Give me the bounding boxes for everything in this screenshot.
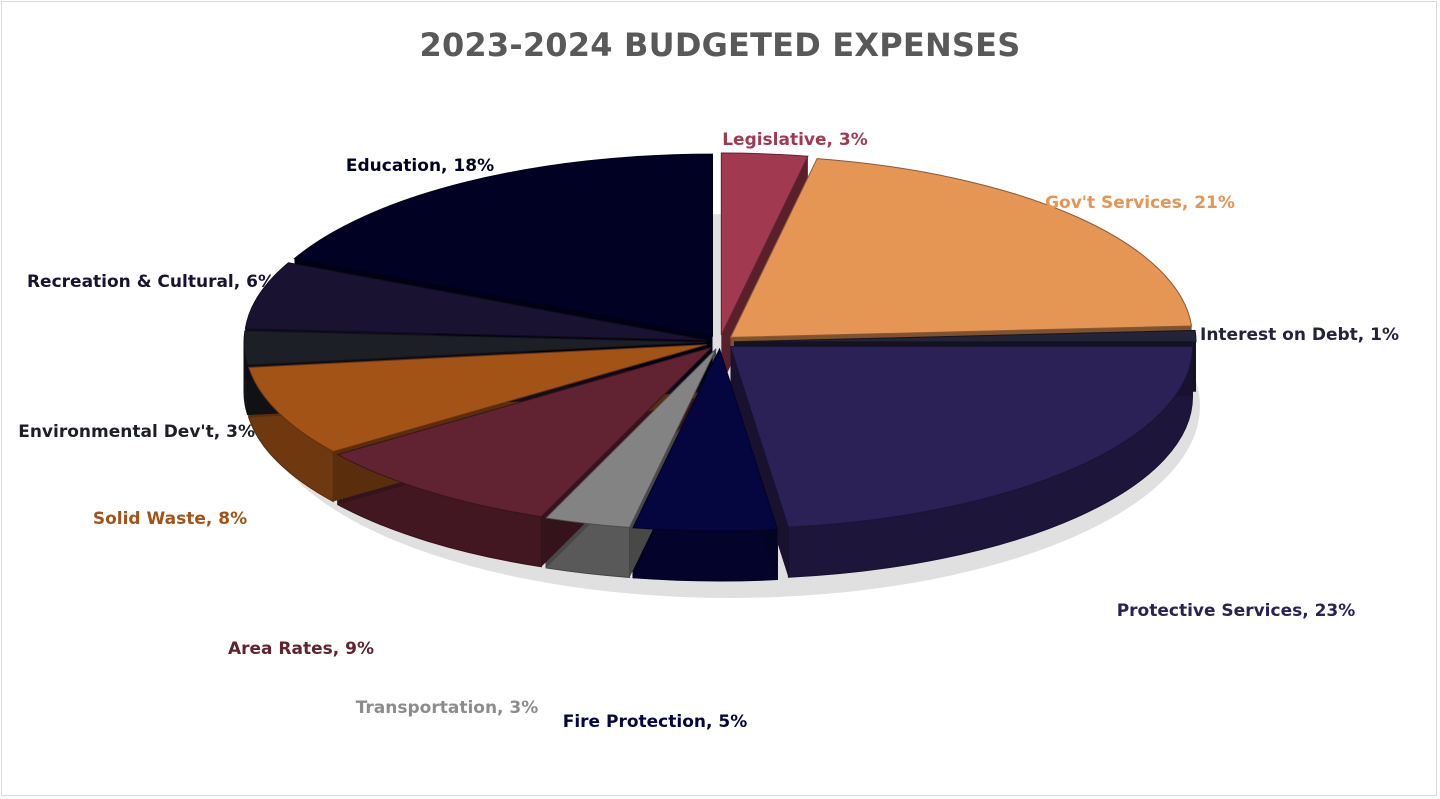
data-label-gov-t-services: Gov't Services, 21% bbox=[1045, 193, 1235, 213]
pie-tops bbox=[243, 152, 1197, 532]
data-label-fire-protection: Fire Protection, 5% bbox=[563, 712, 748, 732]
slice-area-rates bbox=[336, 347, 712, 518]
data-label-solid-waste: Solid Waste, 8% bbox=[93, 509, 247, 529]
data-label-transportation: Transportation, 3% bbox=[356, 698, 539, 718]
slice-education bbox=[293, 153, 713, 337]
slice-legislative bbox=[720, 152, 809, 336]
chart-title: 2023-2024 BUDGETED EXPENSES bbox=[419, 26, 1021, 64]
slice-environmental-dev-t bbox=[243, 330, 707, 366]
slice-protective-services bbox=[729, 346, 1194, 528]
slice-gov-t-services bbox=[729, 158, 1193, 338]
slice-transportation bbox=[544, 348, 717, 529]
data-label-education: Education, 18% bbox=[346, 156, 494, 176]
slice-fire-protection bbox=[632, 347, 779, 532]
data-label-protective-services: Protective Services, 23% bbox=[1117, 601, 1356, 621]
data-label-area-rates: Area Rates, 9% bbox=[228, 639, 374, 659]
slice-recreation-cultural bbox=[244, 262, 707, 341]
slice-solid-waste bbox=[247, 344, 708, 453]
data-labels: Legislative, 3% Gov't Services, 21% Intere… bbox=[18, 130, 1399, 732]
data-label-legislative: Legislative, 3% bbox=[722, 130, 868, 150]
data-label-interest-on-debt: Interest on Debt, 1% bbox=[1200, 325, 1399, 345]
slice-interest-on-debt bbox=[733, 329, 1197, 343]
data-label-recreation-cultural: Recreation & Cultural, 6% bbox=[27, 272, 275, 292]
data-label-environmental-dev-t: Environmental Dev't, 3% bbox=[18, 422, 255, 442]
slice-side bbox=[632, 527, 778, 582]
